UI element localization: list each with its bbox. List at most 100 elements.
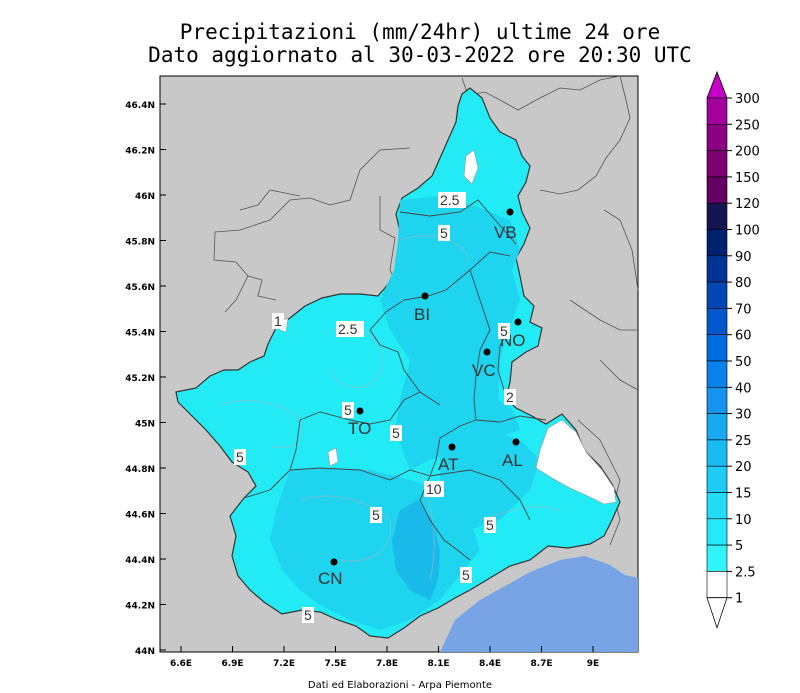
- contour-label-box: [498, 323, 510, 339]
- contour-value-labels: 2.5 5 2.5 5 5 10 5 5 2 5 1 5 5 5: [234, 192, 516, 623]
- map-title-line-1: Precipitazioni (mm/24hr) ultime 24 ore: [179, 20, 661, 44]
- lat-tick-label: 45.2N: [125, 374, 155, 384]
- legend-swatch: [706, 518, 728, 546]
- contour-label-box: [484, 517, 496, 533]
- contour-label-box: [438, 225, 450, 241]
- legend-label: 30: [735, 408, 752, 423]
- lat-tick-label: 45.4N: [125, 329, 155, 339]
- contour-label: 2: [506, 389, 514, 405]
- legend-arrow-bottom: [706, 597, 728, 629]
- legend-swatch: [706, 413, 728, 441]
- lon-tick-label: 7.8E: [376, 659, 398, 669]
- contour-label-box: [336, 321, 364, 337]
- city-label-bi: BI: [414, 305, 430, 324]
- lat-tick-label: 44.8N: [125, 465, 155, 475]
- contour-label-box: [424, 481, 444, 497]
- legend-label: 25: [735, 434, 752, 449]
- lat-tick-label: 45.8N: [125, 238, 155, 248]
- contour-label: 2.5: [338, 321, 358, 337]
- city-markers: VB BI NO VC TO AT AL CN: [318, 208, 526, 588]
- city-label-at: AT: [438, 455, 458, 474]
- longitude-axis: 6.6E 6.9E 7.2E 7.5E 7.8E 8.1E 8.4E 8.7E 9E: [170, 646, 599, 669]
- city-label-vb: VB: [494, 223, 517, 242]
- legend-label: 60: [735, 329, 752, 344]
- legend-label: 100: [735, 224, 760, 239]
- legend-label: 1: [735, 592, 743, 607]
- city-dot-bi: [421, 292, 429, 300]
- legend-swatch: [706, 571, 728, 599]
- legend-swatch: [706, 229, 728, 257]
- city-dot-to: [356, 407, 364, 415]
- legend-swatch: [706, 360, 728, 388]
- legend-label: 90: [735, 250, 752, 265]
- legend-swatch: [706, 176, 728, 204]
- lat-tick-label: 46.2N: [125, 147, 155, 157]
- legend-label: 120: [735, 197, 760, 212]
- contour-label: 2.5: [440, 192, 460, 208]
- legend-label: 50: [735, 355, 752, 370]
- contour-label: 5: [486, 517, 494, 533]
- color-legend: 3002502001501201009080706050403025201510…: [706, 70, 760, 629]
- lon-tick-label: 8.4E: [479, 659, 501, 669]
- lon-tick-label: 8.1E: [427, 659, 449, 669]
- contour-label: 1: [274, 313, 282, 329]
- legend-arrow-top: [706, 70, 728, 99]
- legend-label: 200: [735, 145, 760, 160]
- legend-label: 300: [735, 92, 760, 107]
- legend-label: 150: [735, 171, 760, 186]
- city-dot-at: [448, 443, 456, 451]
- legend-swatch: [706, 439, 728, 467]
- lat-tick-label: 44N: [135, 647, 155, 657]
- legend-label: 10: [735, 513, 752, 528]
- contour-label-box: [342, 402, 354, 418]
- legend-swatch: [706, 202, 728, 230]
- city-dot-no: [514, 318, 522, 326]
- lat-tick-label: 44.2N: [125, 602, 155, 612]
- legend-swatch: [706, 124, 728, 151]
- lon-tick-label: 8.7E: [530, 659, 552, 669]
- contour-label-box: [460, 567, 472, 583]
- city-dot-cn: [330, 558, 338, 566]
- lon-tick-label: 6.6E: [170, 659, 192, 669]
- contour-label: 10: [426, 481, 442, 497]
- contour-label-box: [302, 607, 314, 623]
- city-dot-al: [512, 438, 520, 446]
- contour-label-box: [272, 313, 284, 329]
- map-title-line-2: Dato aggiornato al 30-03-2022 ore 20:30 …: [148, 43, 692, 67]
- lat-tick-label: 44.4N: [125, 556, 155, 566]
- contour-label-box: [234, 449, 246, 465]
- lat-tick-label: 46.4N: [125, 101, 155, 111]
- legend-swatch: [706, 386, 728, 414]
- city-label-to: TO: [348, 419, 371, 438]
- lat-tick-label: 45.6N: [125, 283, 155, 293]
- city-dot-vc: [483, 348, 491, 356]
- lon-tick-label: 9E: [587, 659, 599, 669]
- legend-label: 15: [735, 487, 752, 502]
- legend-label: 20: [735, 460, 752, 475]
- legend-label: 40: [735, 381, 752, 396]
- data-source-footer: Dati ed Elaborazioni - Arpa Piemonte: [307, 680, 493, 691]
- contour-label: 5: [236, 449, 244, 465]
- contour-label: 5: [304, 607, 312, 623]
- city-dot-vb: [506, 208, 514, 216]
- latitude-axis: 46.4N 46.2N 46N 45.8N 45.6N 45.4N 45.2N 45N 44.8…: [125, 101, 166, 657]
- contour-label: 5: [462, 567, 470, 583]
- contour-label: 5: [440, 225, 448, 241]
- legend-swatch: [706, 334, 728, 362]
- contour-label: 5: [372, 507, 380, 523]
- lon-tick-label: 7.2E: [273, 659, 295, 669]
- legend-swatch: [706, 281, 728, 309]
- city-label-cn: CN: [318, 569, 343, 588]
- lat-tick-label: 45N: [135, 420, 155, 430]
- legend-label: 250: [735, 118, 760, 133]
- legend-swatch: [706, 308, 728, 335]
- city-label-al: AL: [502, 451, 523, 470]
- legend-swatch: [706, 97, 728, 125]
- province-borders: [243, 199, 547, 561]
- sea-area: [440, 556, 638, 652]
- contour-label-box: [504, 389, 516, 405]
- contour-label: 5: [392, 425, 400, 441]
- legend-swatch: [706, 492, 728, 520]
- lat-tick-label: 44.6N: [125, 511, 155, 521]
